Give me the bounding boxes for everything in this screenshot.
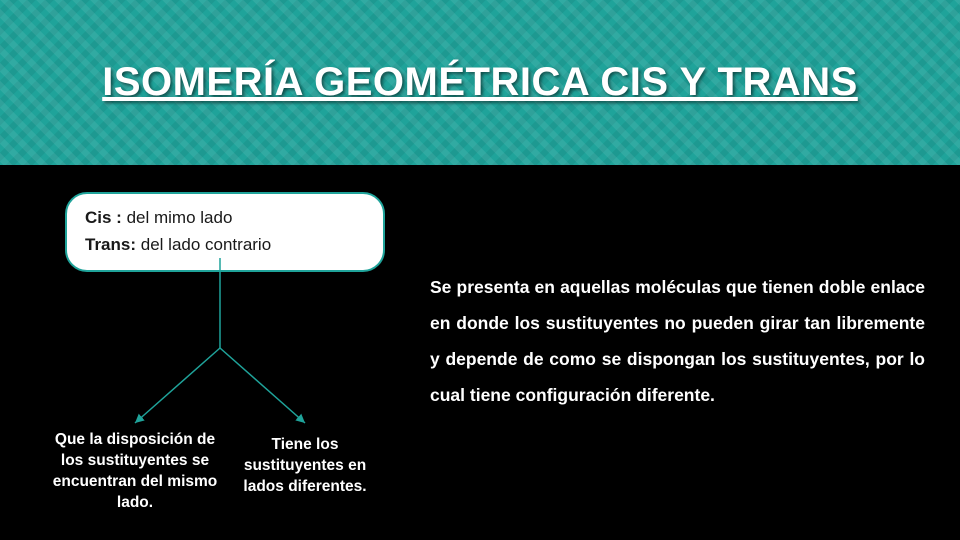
connector-branch-right <box>220 348 305 423</box>
cis-text: del mimo lado <box>122 208 233 227</box>
leaf-right: Tiene los sustituyentes en lados diferen… <box>225 435 385 498</box>
trans-text: del lado contrario <box>136 235 271 254</box>
description-paragraph: Se presenta en aquellas moléculas que ti… <box>430 270 925 414</box>
header-band: ISOMERÍA GEOMÉTRICA CIS Y TRANS <box>0 0 960 165</box>
cis-definition: Cis : del mimo lado <box>85 204 365 231</box>
trans-definition: Trans: del lado contrario <box>85 231 365 258</box>
page-title: ISOMERÍA GEOMÉTRICA CIS Y TRANS <box>102 60 858 105</box>
connector-branch-left <box>135 348 220 423</box>
trans-label: Trans: <box>85 235 136 254</box>
definitions-box: Cis : del mimo lado Trans: del lado cont… <box>65 192 385 272</box>
cis-label: Cis : <box>85 208 122 227</box>
connector-lines <box>60 258 390 433</box>
leaf-left: Que la disposición de los sustituyentes … <box>50 430 220 514</box>
